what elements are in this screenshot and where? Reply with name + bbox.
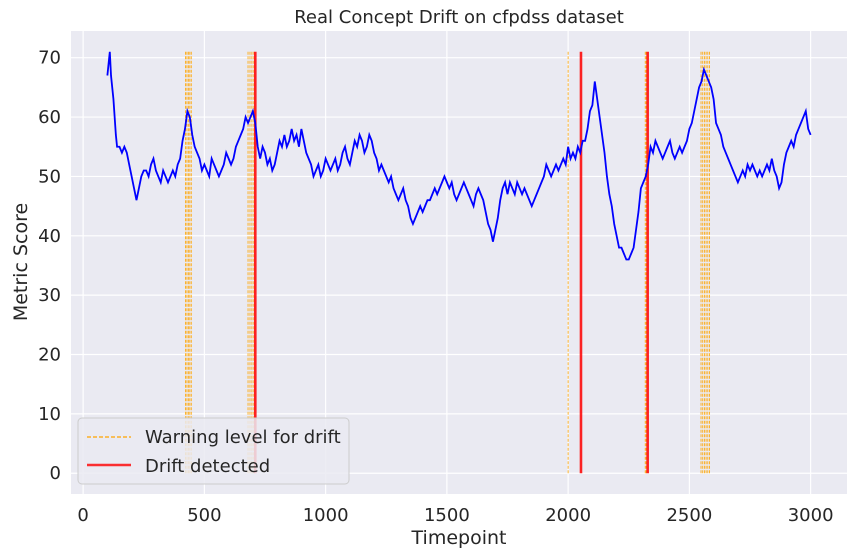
x-tick-label: 1000: [303, 505, 349, 526]
y-tick-labels: 0 10 20 30 40 50 60 70: [38, 48, 61, 485]
plot-background: [71, 31, 847, 494]
y-tick-label: 50: [38, 166, 61, 187]
chart-title: Real Concept Drift on cfpdss dataset: [294, 7, 624, 28]
series-line: [106, 51, 812, 261]
y-tick-label: 30: [38, 285, 61, 306]
y-tick-label: 0: [50, 463, 61, 484]
y-tick-label: 60: [38, 107, 61, 128]
y-tick-label: 40: [38, 226, 61, 247]
y-tick-label: 10: [38, 404, 61, 425]
y-axis-label: Metric Score: [10, 203, 32, 321]
legend: Warning level for drift Drift detected: [77, 417, 350, 485]
legend-warning-label: Warning level for drift: [145, 427, 341, 448]
x-tick-label: 2500: [666, 505, 712, 526]
x-axis-label: Timepoint: [411, 527, 507, 549]
y-tick-label: 20: [38, 345, 61, 366]
x-tick-labels: 0 500 1000 1500 2000 2500 3000: [77, 505, 833, 526]
x-tick-label: 0: [77, 505, 88, 526]
x-tick-label: 1500: [424, 505, 470, 526]
y-tick-label: 70: [38, 48, 61, 69]
x-tick-label: 3000: [788, 505, 834, 526]
legend-drift-label: Drift detected: [145, 456, 270, 477]
x-tick-label: 2000: [545, 505, 591, 526]
x-tick-label: 500: [187, 505, 221, 526]
legend-box: [77, 417, 350, 485]
